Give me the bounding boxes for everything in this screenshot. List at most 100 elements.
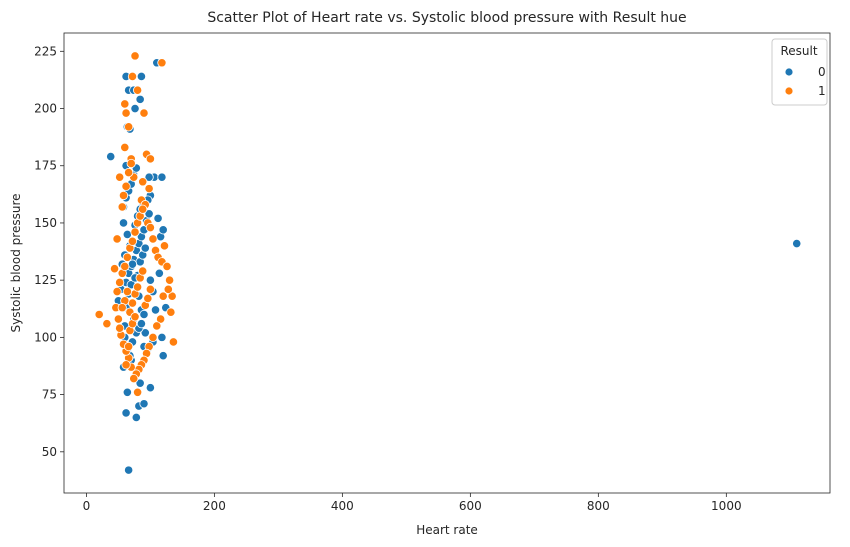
data-point [148, 332, 158, 342]
data-point [106, 151, 116, 162]
data-point [132, 85, 143, 95]
data-point [158, 225, 168, 235]
data-point [127, 298, 138, 308]
data-point [150, 305, 161, 315]
data-point [122, 287, 132, 297]
data-point [153, 213, 163, 223]
data-point [162, 261, 172, 272]
data-point [145, 222, 155, 233]
y-tick-label: 175 [34, 159, 57, 173]
data-point [144, 184, 154, 194]
data-point [121, 181, 131, 191]
series-0 [106, 58, 802, 475]
x-axis-ticks: 0 200 400 600 800 1000 [83, 493, 742, 513]
data-point [140, 243, 150, 253]
data-point [138, 266, 148, 276]
legend-title: Result [780, 44, 817, 58]
data-point [154, 268, 164, 278]
y-tick-label: 50 [42, 445, 57, 459]
legend-label-0: 0 [818, 65, 826, 79]
series-1 [94, 51, 179, 397]
data-point [130, 312, 140, 322]
data-point [140, 328, 150, 338]
data-point [138, 204, 148, 214]
data-point [121, 408, 131, 418]
data-point [159, 241, 170, 251]
data-point [115, 172, 125, 182]
y-tick-label: 125 [34, 273, 57, 287]
x-tick-label: 600 [459, 499, 482, 513]
data-point [163, 284, 173, 294]
data-point [157, 58, 167, 68]
data-point [131, 412, 141, 423]
x-axis-title: Heart rate [416, 523, 478, 537]
data-point [166, 307, 176, 317]
data-point [124, 122, 134, 132]
data-point [158, 291, 168, 301]
y-tick-label: 75 [42, 388, 57, 402]
data-point [130, 51, 140, 61]
data-point [94, 309, 104, 320]
x-tick-label: 800 [587, 499, 610, 513]
data-point [130, 227, 140, 237]
data-point [112, 287, 122, 297]
x-tick-label: 1000 [711, 499, 742, 513]
data-point [167, 291, 177, 301]
legend-label-1: 1 [818, 84, 826, 98]
x-tick-label: 200 [203, 499, 226, 513]
data-point [118, 218, 129, 228]
y-axis-title: Systolic blood pressure [9, 194, 23, 333]
data-point [139, 309, 149, 320]
data-point [124, 465, 134, 475]
data-point [135, 94, 145, 104]
data-point [152, 321, 162, 331]
data-point [120, 142, 130, 153]
data-point [132, 282, 143, 292]
legend-marker-0 [785, 68, 793, 76]
data-point [124, 341, 134, 352]
y-tick-label: 100 [34, 330, 57, 344]
data-point [157, 172, 167, 182]
data-point [117, 202, 127, 212]
data-point [127, 236, 138, 246]
data-point [144, 172, 154, 182]
data-point [145, 154, 155, 164]
data-point [145, 383, 155, 393]
data-point [115, 277, 125, 288]
data-point [135, 378, 145, 388]
y-tick-label: 150 [34, 216, 57, 230]
data-point [136, 71, 147, 82]
data-point [102, 319, 112, 329]
data-point [157, 332, 167, 342]
data-point [144, 209, 154, 219]
y-axis-ticks: 50 75 100 125 150 175 200 225 [34, 44, 64, 459]
data-point [117, 303, 127, 313]
data-point [113, 314, 123, 324]
data-point [148, 234, 158, 244]
data-point [126, 158, 136, 169]
data-point [143, 293, 153, 304]
legend-box [771, 38, 828, 106]
data-point [168, 337, 179, 347]
data-point [121, 108, 131, 118]
x-tick-label: 0 [83, 499, 91, 513]
y-tick-label: 225 [34, 44, 57, 58]
data-point [139, 399, 149, 409]
data-point [121, 360, 131, 370]
data-point [122, 252, 132, 262]
data-point [112, 234, 122, 244]
legend-marker-1 [785, 87, 793, 95]
data-point [139, 108, 149, 118]
chart-title: Scatter Plot of Heart rate vs. Systolic … [207, 10, 686, 26]
data-point [138, 177, 148, 187]
data-point [124, 168, 134, 178]
points-layer [94, 51, 802, 475]
x-tick-label: 400 [331, 499, 354, 513]
data-point [118, 190, 129, 201]
legend: Result 0 1 [771, 38, 828, 106]
data-point [136, 319, 147, 329]
data-point [792, 238, 802, 249]
data-point [109, 264, 120, 274]
data-point [145, 275, 155, 285]
